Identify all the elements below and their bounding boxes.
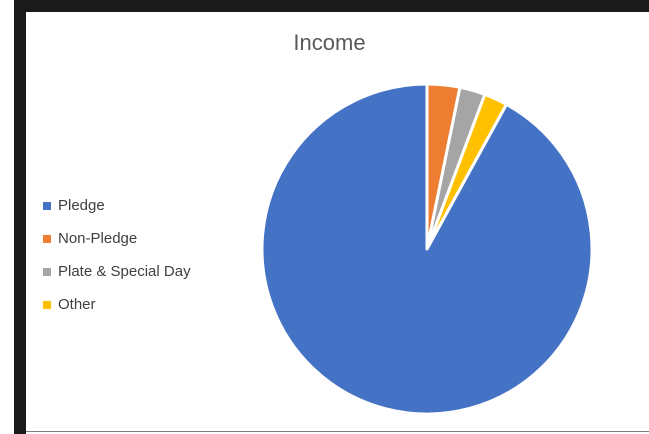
chart-title: Income [293,30,366,55]
legend-label-plate-special-day: Plate & Special Day [58,263,191,280]
legend-item-plate-special-day: Plate & Special Day [43,255,191,288]
legend-swatch-pledge [43,201,51,210]
legend-item-other: Other [43,288,191,321]
legend-swatch-plate-special-day [43,267,51,276]
legend-label-other: Other [58,296,96,313]
window-left-border [14,0,26,434]
legend-swatch-other [43,300,51,309]
pie-slices [260,82,594,416]
chart-bottom-edge [26,431,649,432]
legend-label-pledge: Pledge [58,197,105,214]
legend-item-non-pledge: Non-Pledge [43,222,191,255]
legend-swatch-non-pledge [43,234,51,243]
legend-label-non-pledge: Non-Pledge [58,230,138,247]
chart-legend: Pledge Non-Pledge Plate & Special Day Ot… [43,189,191,321]
legend-item-pledge: Pledge [43,189,191,222]
window-top-border [14,0,649,12]
pie-slice-pledge [260,82,594,416]
